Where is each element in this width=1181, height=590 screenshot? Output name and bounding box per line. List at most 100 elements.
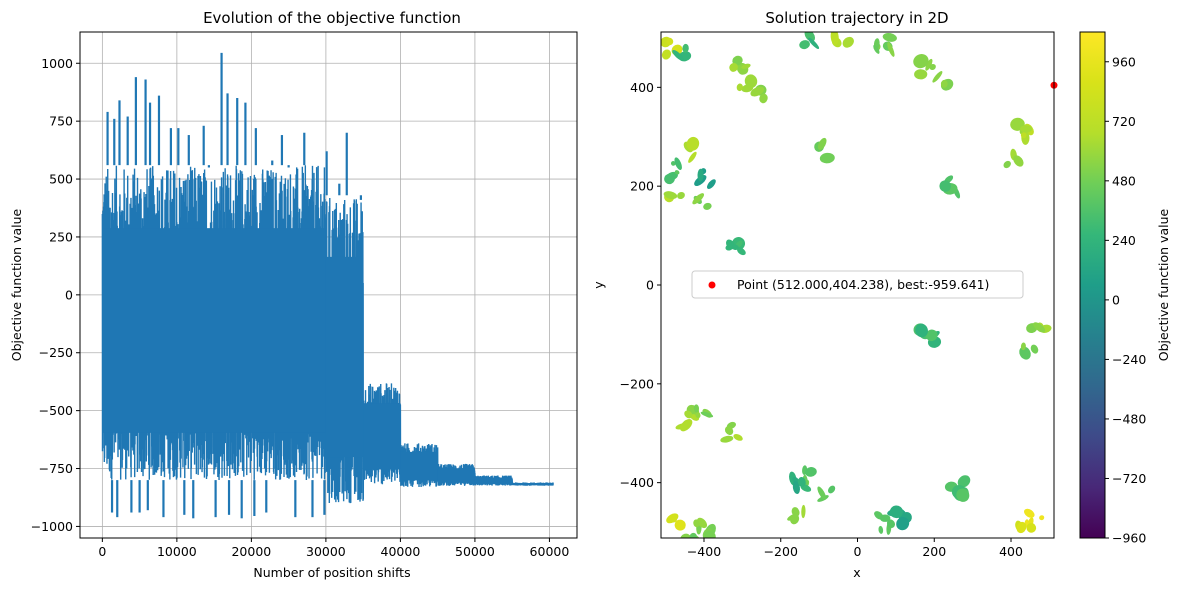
contour-patch	[750, 86, 765, 97]
contour-patch	[925, 329, 938, 342]
contour-patch	[817, 486, 826, 500]
left-series-band	[400, 451, 438, 481]
contour-patch	[873, 44, 880, 54]
contour-patch	[744, 74, 758, 88]
right-y-label: y	[591, 281, 606, 289]
contour-patch	[1020, 132, 1027, 139]
left-y-tick-label: −250	[39, 345, 73, 360]
contour-patch	[670, 161, 676, 166]
right-x-ticks: −400 −200 0 200 400	[687, 538, 1023, 559]
right-y-tick-label: 200	[630, 179, 654, 194]
contour-patch	[830, 32, 839, 45]
contour-patch	[896, 516, 910, 531]
left-x-tick-label: 0	[98, 544, 106, 559]
left-x-tick-label: 50000	[455, 544, 495, 559]
colorbar-tick-label: 0	[1112, 292, 1120, 307]
contour-patch	[956, 488, 970, 502]
contour-patch	[1033, 322, 1046, 333]
right-chart-title: Solution trajectory in 2D	[765, 9, 948, 27]
left-x-tick-label: 30000	[306, 544, 346, 559]
contour-patch	[689, 532, 697, 538]
colorbar-tick-label: 960	[1112, 54, 1136, 69]
colorbar-gradient	[1079, 31, 1106, 539]
contour-patch	[1030, 344, 1039, 354]
contour-patch	[913, 54, 929, 69]
left-y-tick-label: 0	[65, 287, 73, 302]
contour-patch	[664, 173, 675, 185]
contour-patch	[674, 170, 680, 175]
left-y-label: Objective function value	[9, 208, 24, 361]
contour-patch	[666, 513, 679, 524]
contour-patch	[887, 42, 895, 57]
contour-patch	[732, 55, 743, 66]
right-x-tick-label: 400	[999, 544, 1023, 559]
legend-marker	[708, 281, 716, 289]
contour-patch	[666, 37, 674, 46]
colorbar: −960 −720 −480 −240 0 240 480 720 960 Objective …	[1079, 31, 1171, 546]
legend-box	[691, 270, 1024, 299]
contour-patch	[889, 505, 903, 519]
right-x-label: x	[853, 565, 860, 580]
contour-patch	[720, 435, 734, 443]
contour-patch	[733, 433, 743, 441]
contour-patch	[791, 507, 800, 517]
contour-patch	[688, 151, 697, 163]
right-y-tick-label: −400	[620, 475, 654, 490]
contour-patch	[692, 193, 705, 205]
legend: Point (512.000,404.238), best:-959.641)	[691, 270, 1024, 299]
contour-patch	[915, 323, 928, 338]
contour-patch	[879, 514, 891, 522]
left-series	[101, 52, 554, 519]
contour-patch	[707, 179, 716, 189]
colorbar-tick-label: 480	[1112, 173, 1136, 188]
contour-patch	[663, 191, 678, 200]
contour-patch	[882, 32, 897, 42]
contour-patch	[842, 36, 854, 48]
contour-patch	[759, 93, 768, 104]
contour-patch	[1024, 508, 1035, 518]
colorbar-ticks: −960 −720 −480 −240 0 240 480 720 960	[1105, 54, 1146, 546]
contour-patch	[1026, 523, 1037, 533]
left-x-ticks: 0 10000 20000 30000 40000 50000 60000	[98, 538, 569, 559]
right-x-tick-label: 0	[854, 544, 862, 559]
left-y-ticks: −1000 −750 −500 −250 0 250 500 750 1000	[31, 56, 80, 534]
contour-patch	[703, 202, 712, 210]
contour-patch	[693, 519, 700, 528]
legend-label: Point (512.000,404.238), best:-959.641)	[737, 277, 989, 292]
contour-patch	[682, 43, 689, 53]
left-y-tick-label: 1000	[41, 56, 73, 71]
colorbar-tick-label: −240	[1112, 352, 1146, 367]
left-y-tick-label: −1000	[31, 519, 73, 534]
contour-patch	[697, 168, 704, 182]
right-y-ticks: −400 −200 0 200 400	[620, 80, 661, 490]
left-chart-title: Evolution of the objective function	[203, 9, 461, 27]
contour-patch	[695, 411, 701, 419]
contour-patch	[686, 136, 700, 151]
left-x-label: Number of position shifts	[253, 565, 410, 580]
colorbar-tick-label: −720	[1112, 471, 1146, 486]
contour-patch	[729, 62, 738, 72]
contour-patch	[932, 71, 943, 83]
contour-patch	[737, 247, 746, 256]
contour-patch	[1003, 160, 1011, 169]
left-y-tick-label: 250	[49, 229, 73, 244]
contour-patch	[799, 40, 810, 50]
left-x-tick-label: 40000	[381, 544, 421, 559]
colorbar-tick-label: −960	[1112, 531, 1146, 546]
contour-patch	[680, 533, 692, 538]
left-chart: Evolution of the objective function 0 100…	[9, 9, 578, 580]
right-x-tick-label: −400	[687, 544, 721, 559]
colorbar-label: Objective function value	[1156, 208, 1171, 361]
left-series-band	[325, 256, 364, 458]
colorbar-tick-label: −480	[1112, 411, 1146, 426]
left-series-band	[437, 468, 475, 483]
contour-patch	[1039, 515, 1045, 521]
left-y-tick-label: −750	[39, 461, 73, 476]
contour-patch	[878, 525, 884, 534]
contour-patch	[925, 58, 933, 71]
contour-patch	[819, 152, 835, 164]
contour-patch	[693, 404, 700, 413]
left-y-tick-label: 500	[49, 172, 73, 187]
left-x-tick-label: 10000	[157, 544, 197, 559]
